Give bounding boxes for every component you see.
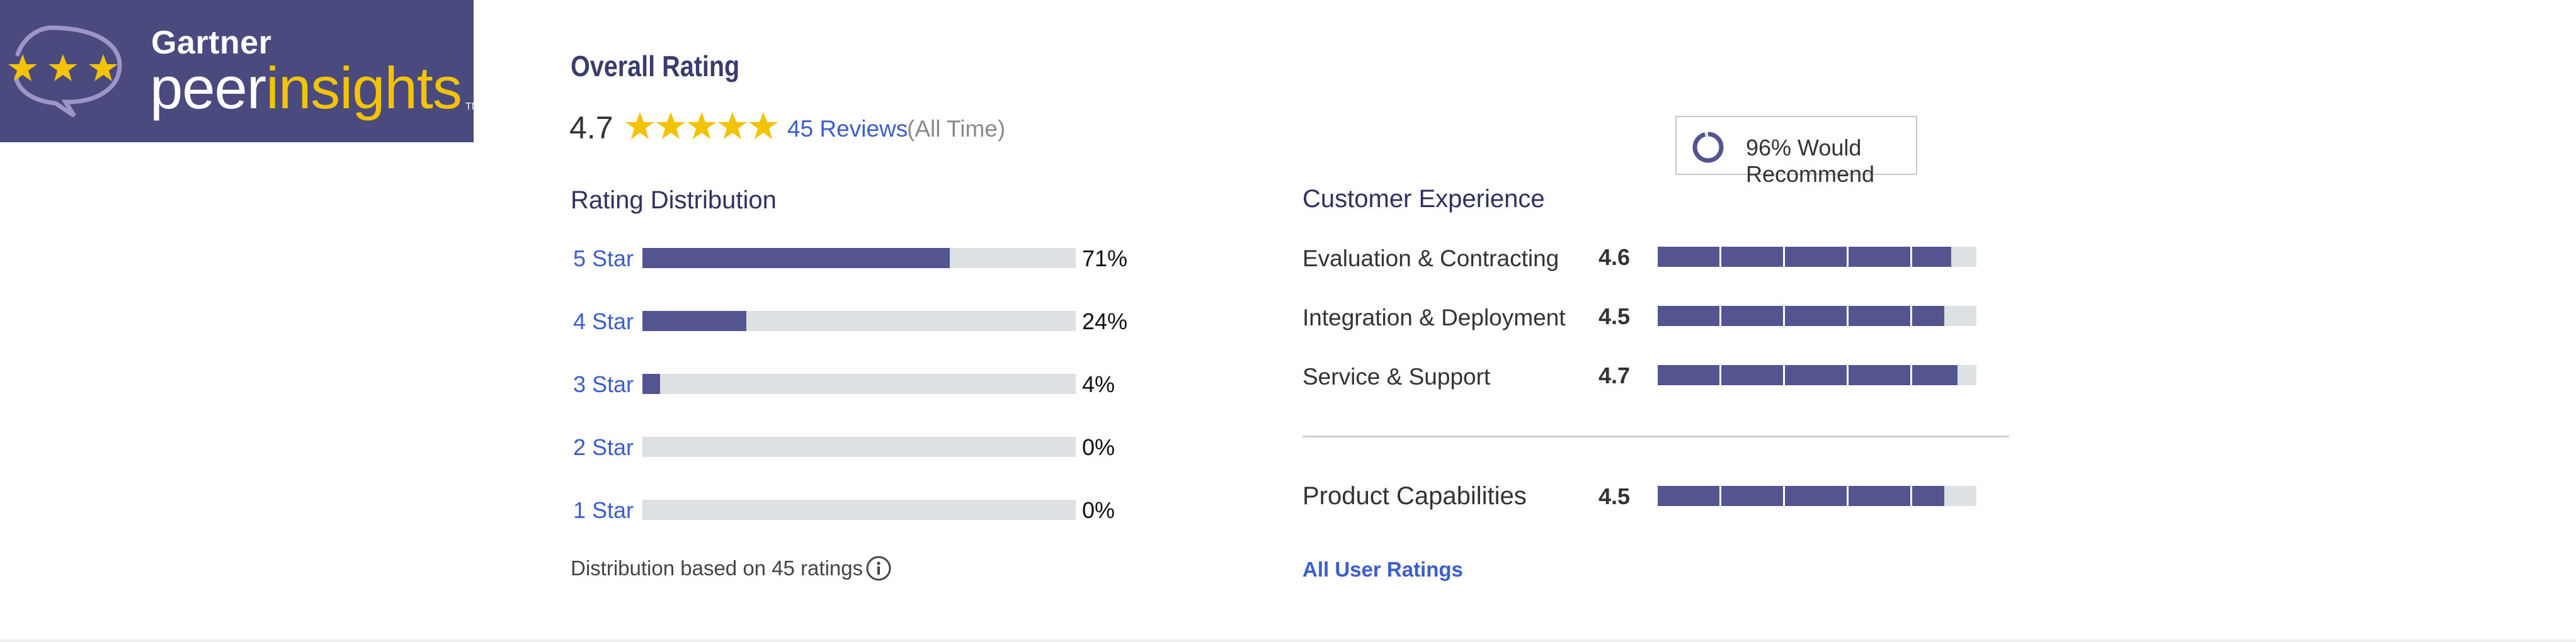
distribution-row-5-star[interactable]: 5 Star 71% — [571, 244, 1137, 271]
logo-trademark: TM — [465, 101, 480, 112]
overall-score: 4.7 — [569, 110, 613, 145]
distribution-bar-track — [642, 437, 1076, 457]
all-user-ratings-link[interactable]: All User Ratings — [1302, 558, 1463, 581]
distribution-footnote-text: Distribution based on 45 ratings — [571, 556, 863, 580]
distribution-percent: 0% — [1082, 434, 1115, 460]
distribution-label[interactable]: 2 Star — [573, 434, 634, 460]
ce-bar-track — [1658, 247, 1976, 267]
distribution-row-1-star[interactable]: 1 Star 0% — [571, 496, 1137, 523]
distribution-percent: 71% — [1082, 245, 1128, 271]
distribution-row-4-star[interactable]: 4 Star 24% — [571, 307, 1137, 334]
distribution-percent: 0% — [1082, 497, 1115, 523]
distribution-label[interactable]: 3 Star — [573, 371, 634, 397]
product-capabilities-score: 4.5 — [1599, 483, 1631, 509]
ce-score: 4.7 — [1599, 363, 1631, 388]
distribution-percent: 24% — [1082, 308, 1128, 334]
logo-brand: Gartner — [151, 25, 272, 61]
distribution-label[interactable]: 5 Star — [573, 245, 634, 271]
distribution-footnote: Distribution based on 45 ratings — [571, 556, 949, 584]
distribution-bar-fill — [642, 374, 660, 394]
ce-bar-fill — [1658, 306, 1945, 326]
gartner-peer-insights-logo: Gartner peerinsights TM — [0, 0, 480, 142]
distribution-label[interactable]: 4 Star — [573, 308, 634, 334]
five-star-rating-icon — [625, 112, 778, 139]
pc-bar-fill — [1658, 486, 1945, 506]
recommend-label: 96% Would Recommend — [1746, 135, 1875, 187]
ce-row-service-support: Service & Support 4.7 — [1302, 361, 1995, 390]
ce-row-evaluation-contracting: Evaluation & Contracting 4.6 — [1302, 243, 1995, 271]
would-recommend-badge: 96% Would Recommend — [1675, 116, 1917, 187]
recommend-donut-icon — [1692, 132, 1724, 163]
info-icon[interactable] — [865, 555, 892, 582]
overall-rating-heading: Overall Rating — [571, 50, 740, 82]
ce-bar-track — [1658, 365, 1976, 385]
product-capabilities-row: Product Capabilities 4.5 — [1302, 482, 1995, 510]
product-capabilities-heading: Product Capabilities — [1302, 482, 1527, 510]
ce-score: 4.5 — [1599, 303, 1631, 329]
distribution-bar-track — [642, 248, 1076, 268]
distribution-bar-fill — [642, 248, 950, 268]
distribution-bar-track — [642, 311, 1076, 331]
speech-bubble-stars-icon — [8, 25, 122, 117]
distribution-bar-fill — [642, 311, 747, 331]
logo-product-part2: insights — [266, 55, 462, 121]
distribution-bar-track — [642, 500, 1076, 520]
distribution-row-3-star[interactable]: 3 Star 4% — [571, 370, 1137, 397]
overall-rating-summary: 4.7 45 Reviews (All Time) — [569, 110, 1073, 147]
ce-row-integration-deployment: Integration & Deployment 4.5 — [1302, 302, 1995, 330]
ce-bar-fill — [1658, 247, 1951, 267]
distribution-bar-track — [642, 374, 1076, 394]
pc-bar-track — [1658, 486, 1976, 506]
rating-distribution-heading: Rating Distribution — [571, 186, 777, 214]
page-bottom-border — [0, 639, 2576, 642]
reviews-period: (All Time) — [907, 116, 1006, 142]
reviews-link[interactable]: 45 Reviews — [787, 116, 908, 142]
ce-label: Service & Support — [1302, 364, 1491, 390]
logo-product-part1: peer — [150, 55, 266, 121]
ce-bar-fill — [1658, 365, 1958, 385]
ce-bar-track — [1658, 306, 1976, 326]
customer-experience-heading: Customer Experience — [1302, 185, 1545, 213]
section-divider — [1302, 436, 2009, 437]
logo-product: peerinsights TM — [150, 54, 480, 122]
distribution-percent: 4% — [1082, 371, 1115, 397]
ce-label: Evaluation & Contracting — [1302, 245, 1559, 271]
distribution-label[interactable]: 1 Star — [573, 497, 634, 523]
ce-label: Integration & Deployment — [1302, 305, 1566, 330]
ce-score: 4.6 — [1599, 244, 1631, 270]
distribution-row-2-star[interactable]: 2 Star 0% — [571, 433, 1137, 460]
